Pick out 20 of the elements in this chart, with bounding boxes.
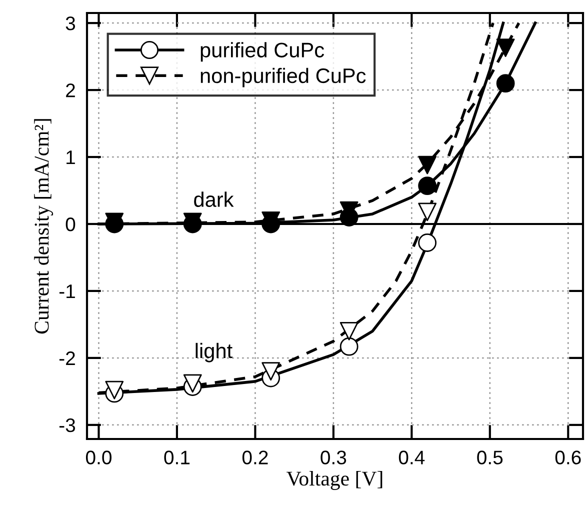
y-tick-label: 2 xyxy=(66,83,75,98)
x-tick-label: 0.5 xyxy=(477,450,503,464)
x-tick-label: 0.2 xyxy=(242,450,268,464)
y-tick-label: -1 xyxy=(59,284,75,298)
x-tick-label: 0.4 xyxy=(398,450,425,464)
x-axis-title: Voltage [V] xyxy=(286,471,382,490)
annotation: light xyxy=(196,342,232,362)
y-tick-label: -3 xyxy=(59,418,76,432)
y-tick-label: 3 xyxy=(66,16,76,30)
legend-label: non-purified CuPc xyxy=(200,68,366,88)
y-tick-label: 0 xyxy=(66,217,76,232)
legend-label: purified CuPc xyxy=(200,42,324,62)
y-axis-title: Current density [mA/cm²] xyxy=(34,119,54,334)
x-tick-label: 0.1 xyxy=(164,450,190,464)
annotation: dark xyxy=(194,192,234,207)
y-tick-label: 1 xyxy=(66,150,75,164)
x-tick-label: 0.0 xyxy=(86,450,112,464)
y-tick-label: -2 xyxy=(59,351,75,365)
x-tick-label: 0.6 xyxy=(555,450,581,464)
x-tick-label: 0.3 xyxy=(320,450,346,464)
